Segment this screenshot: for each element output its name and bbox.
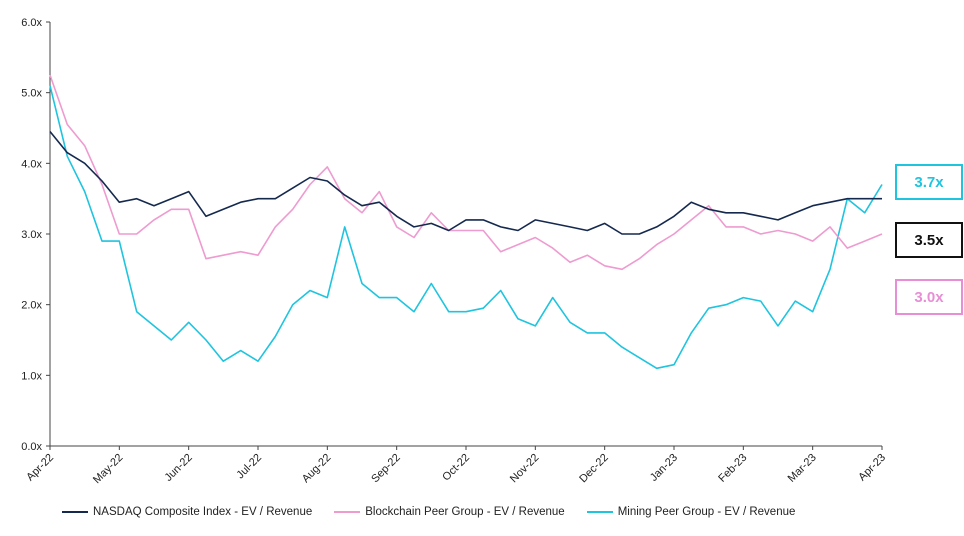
chart-legend: NASDAQ Composite Index - EV / Revenue Bl…	[62, 506, 795, 518]
x-tick-label: Jun-22	[163, 452, 195, 484]
y-axis: 0.0x 1.0x 2.0x 3.0x 4.0x 5.0x 6.0x	[21, 17, 51, 453]
x-tick-label: Jan-23	[648, 452, 680, 484]
y-tick-label: 0.0x	[21, 441, 42, 453]
x-tick-label: May-22	[91, 452, 125, 486]
x-tick-label: Jul-22	[234, 452, 264, 482]
callout-label: 3.5x	[914, 231, 944, 249]
x-axis: Apr-22 May-22 Jun-22 Jul-22 Aug-22 Sep-22 Oct-…	[24, 445, 888, 486]
x-tick-label: Dec-22	[577, 452, 611, 486]
x-tick-label: Sep-22	[369, 452, 403, 486]
x-tick-label: Apr-23	[856, 452, 888, 484]
callout-label: 3.0x	[914, 288, 944, 306]
x-tick-label: Feb-23	[716, 452, 749, 485]
nasdaq-series-line	[49, 130, 882, 235]
callout-label: 3.7x	[914, 173, 944, 191]
mining-latest-value-callout: 3.7x	[895, 164, 963, 200]
y-tick-label: 4.0x	[21, 158, 42, 170]
legend-swatch	[586, 511, 613, 513]
y-tick-label: 6.0x	[21, 17, 42, 29]
legend-label: Mining Peer Group - EV / Revenue	[617, 506, 796, 518]
legend-item-nasdaq: NASDAQ Composite Index - EV / Revenue	[62, 506, 312, 518]
legend-item-blockchain: Blockchain Peer Group - EV / Revenue	[334, 506, 565, 518]
blockchain-latest-value-callout: 3.0x	[895, 279, 963, 315]
legend-label: NASDAQ Composite Index - EV / Revenue	[93, 506, 313, 518]
x-tick-label: Aug-22	[300, 452, 334, 486]
y-tick-label: 5.0x	[21, 88, 42, 100]
series-lines	[49, 74, 883, 370]
nasdaq-latest-value-callout: 3.5x	[895, 222, 963, 258]
blockchain-series-line	[49, 74, 883, 271]
x-tick-label: Mar-23	[786, 452, 819, 485]
x-tick-label: Oct-22	[440, 452, 472, 484]
y-tick-label: 1.0x	[21, 370, 42, 382]
y-tick-label: 3.0x	[21, 229, 42, 241]
x-tick-label: Apr-22	[24, 452, 56, 484]
x-tick-label: Nov-22	[508, 452, 542, 486]
legend-swatch	[62, 511, 88, 513]
legend-swatch	[334, 511, 361, 513]
legend-label: Blockchain Peer Group - EV / Revenue	[365, 506, 565, 518]
legend-item-mining: Mining Peer Group - EV / Revenue	[586, 506, 796, 518]
mining-series-line	[49, 85, 883, 370]
y-tick-label: 2.0x	[21, 300, 42, 312]
